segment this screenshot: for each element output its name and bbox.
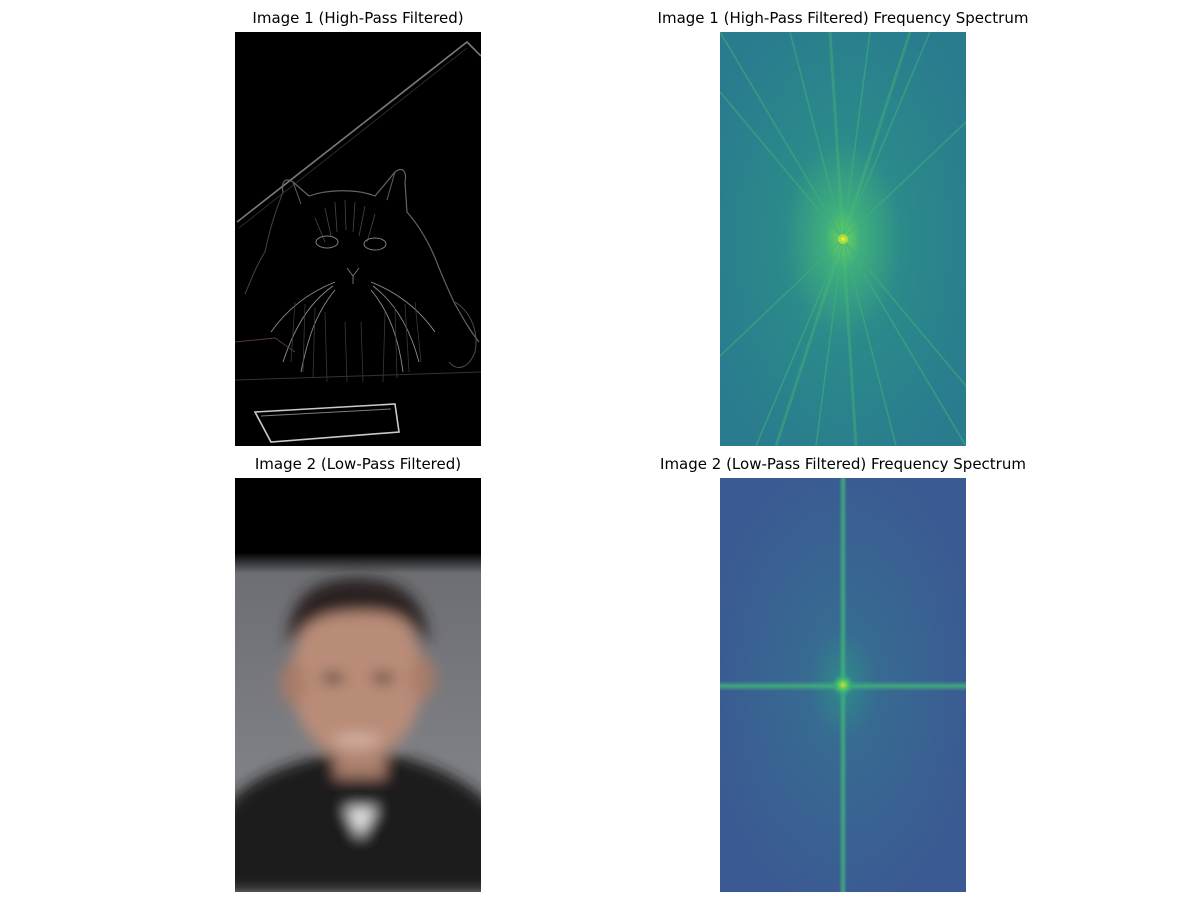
panel-title-low-pass-spectrum: Image 2 (Low-Pass Filtered) Frequency Sp… <box>660 455 1026 473</box>
high-pass-spectrum <box>720 32 966 446</box>
panel-title-high-pass-image: Image 1 (High-Pass Filtered) <box>252 9 464 27</box>
low-pass-image <box>235 478 481 892</box>
high-pass-spectrum-graphic <box>720 32 966 446</box>
panel-title-low-pass-image: Image 2 (Low-Pass Filtered) <box>254 455 462 473</box>
low-pass-spectrum-graphic <box>720 478 966 892</box>
high-pass-image-graphic <box>235 32 481 446</box>
high-pass-image <box>235 32 481 446</box>
panel-title-high-pass-spectrum: Image 1 (High-Pass Filtered) Frequency S… <box>657 9 1029 27</box>
low-pass-image-graphic <box>235 478 481 892</box>
low-pass-spectrum <box>720 478 966 892</box>
